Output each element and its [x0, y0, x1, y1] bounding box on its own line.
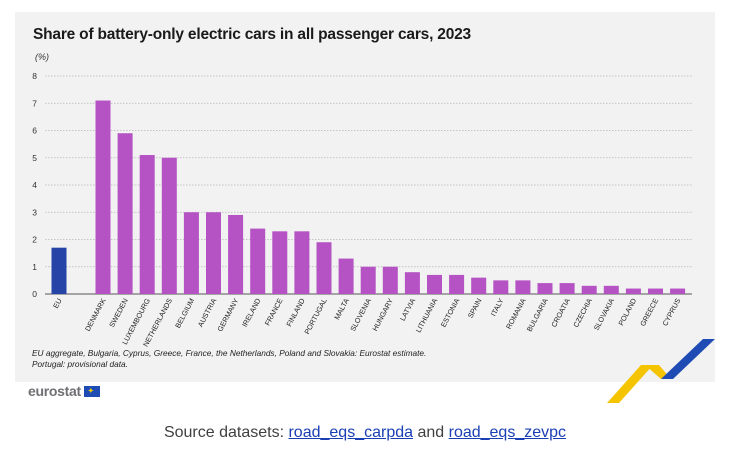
- y-tick-label: 3: [32, 207, 37, 217]
- y-tick-label: 1: [32, 262, 37, 272]
- x-tick-label: BULGARIA: [525, 297, 550, 334]
- x-tick-label: SLOVENIA: [348, 297, 373, 333]
- bar-slovenia: [360, 266, 376, 294]
- unit-label: (%): [35, 52, 49, 62]
- bar-estonia: [449, 274, 465, 294]
- dataset-link-zevpc[interactable]: road_eqs_zevpc: [448, 424, 567, 441]
- bar-finland: [294, 231, 310, 294]
- y-tick-label: 8: [32, 71, 37, 81]
- bar-sweden: [117, 133, 133, 294]
- bar-poland: [625, 288, 641, 294]
- x-tick-label: ESTONIA: [439, 297, 462, 329]
- bar-latvia: [404, 272, 420, 294]
- x-tick-label: LATVIA: [398, 297, 417, 323]
- bar-belgium: [183, 212, 199, 294]
- chart-panel: Share of battery-only electric cars in a…: [15, 12, 715, 403]
- bar-eu: [51, 247, 67, 294]
- bar-luxembourg: [139, 155, 155, 294]
- note-provisional: Portugal: provisional data.: [32, 359, 128, 369]
- y-tick-label: 4: [32, 180, 37, 190]
- y-tick-label: 5: [32, 153, 37, 163]
- eurostat-logo: eurostat: [28, 383, 100, 399]
- x-tick-label: DENMARK: [83, 297, 108, 333]
- source-middle: and: [413, 424, 449, 441]
- bar-slovakia: [603, 285, 619, 294]
- x-tick-label: PORTUGAL: [302, 297, 328, 336]
- chart-title: Share of battery-only electric cars in a…: [33, 26, 471, 43]
- bar-italy: [493, 280, 509, 294]
- eu-flag-icon: [83, 386, 100, 397]
- x-tick-label: GERMANY: [215, 297, 240, 333]
- bar-cyprus: [670, 288, 686, 294]
- note-estimates: EU aggregate, Bulgaria, Cyprus, Greece, …: [32, 348, 427, 358]
- x-tick-label: AUSTRIA: [196, 297, 219, 329]
- bar-bulgaria: [537, 283, 553, 294]
- bar-lithuania: [427, 274, 442, 294]
- bar-spain: [471, 277, 487, 294]
- source-prefix: Source datasets:: [163, 424, 289, 441]
- x-tick-label: POLAND: [616, 297, 638, 327]
- x-tick-label: IRELAND: [240, 297, 263, 329]
- x-tick-label: MALTA: [332, 297, 351, 322]
- bar-netherlands: [161, 157, 177, 294]
- bar-germany: [228, 214, 244, 294]
- logo-text: eurostat: [28, 383, 81, 399]
- bar-malta: [338, 258, 354, 294]
- x-tick-label: FINLAND: [284, 297, 306, 328]
- y-tick-label: 0: [32, 289, 37, 299]
- eurostat-decoration: [607, 339, 715, 403]
- x-tick-label: GREECE: [638, 297, 660, 328]
- x-tick-label: ROMANIA: [504, 297, 528, 331]
- x-tick-label: EU: [51, 297, 64, 310]
- x-tick-label: LITHUANIA: [414, 297, 440, 335]
- bar-austria: [206, 212, 221, 294]
- bar-france: [272, 231, 288, 294]
- y-tick-label: 7: [32, 98, 37, 108]
- x-tick-label: CROATIA: [549, 297, 572, 329]
- x-tick-label: CYPRUS: [660, 297, 682, 328]
- y-tick-label: 2: [32, 235, 37, 245]
- chart-notes: EU aggregate, Bulgaria, Cyprus, Greece, …: [32, 348, 426, 370]
- x-tick-label: SLOVAKIA: [592, 297, 616, 332]
- source-line: Source datasets: road_eqs_carpda and roa…: [0, 424, 730, 442]
- x-tick-label: ITALY: [489, 297, 506, 318]
- x-tick-label: SWEDEN: [107, 297, 130, 329]
- dataset-link-carpda[interactable]: road_eqs_carpda: [288, 424, 414, 441]
- x-tick-label: HUNGARY: [370, 297, 395, 333]
- y-tick-label: 6: [32, 126, 37, 136]
- x-tick-label: FRANCE: [263, 297, 285, 327]
- x-tick-label: BELGIUM: [173, 297, 196, 330]
- bar-portugal: [316, 242, 332, 294]
- bar-greece: [648, 288, 663, 294]
- bar-denmark: [95, 100, 111, 295]
- x-tick-label: SPAIN: [466, 297, 484, 320]
- bar-ireland: [250, 228, 266, 294]
- bar-hungary: [382, 266, 398, 294]
- x-tick-label: CZECHIA: [571, 297, 594, 329]
- bar-czechia: [581, 285, 597, 294]
- bar-croatia: [559, 283, 575, 294]
- bar-romania: [515, 280, 531, 294]
